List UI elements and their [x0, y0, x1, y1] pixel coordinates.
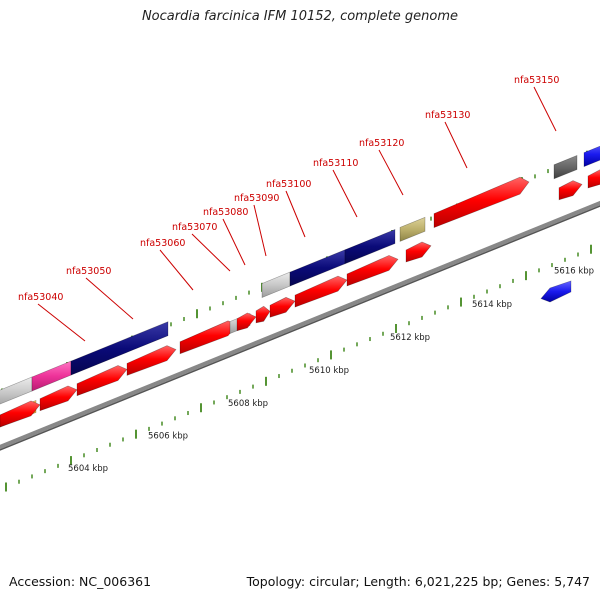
gene-arrow-red	[405, 241, 432, 263]
gene-features	[0, 145, 600, 428]
scale-label: 5610 kbp	[309, 366, 349, 376]
callout-line	[85, 277, 134, 320]
gene-label: nfa53080	[203, 207, 248, 218]
gene-arrow-red	[236, 312, 257, 332]
scale-label: 5616 kbp	[554, 266, 594, 276]
scale-label: 5608 kbp	[228, 399, 268, 409]
callout-line	[332, 169, 358, 218]
gene-label: nfa53070	[172, 222, 217, 233]
gene-arrow-red	[255, 305, 271, 324]
gene-label: nfa53120	[359, 138, 404, 149]
gene-arrow-navy	[344, 229, 396, 265]
gene-label: nfa53150	[514, 75, 559, 86]
gene-label: nfa53100	[266, 179, 311, 190]
genome-backbone-shadow	[0, 205, 600, 451]
callout-line	[222, 218, 246, 266]
callout-line	[191, 233, 231, 272]
gene-arrow-red	[179, 320, 238, 355]
gene-arrow-red	[269, 296, 296, 318]
gene-label: nfa53050	[66, 266, 111, 277]
gene-label: nfa53060	[140, 238, 185, 249]
gene-arrow-red	[346, 255, 399, 287]
gene-arrow-blue	[540, 280, 572, 303]
gene-callouts: nfa53040 nfa53050 nfa53060 nfa53070 nfa53080…	[18, 75, 559, 342]
scale-label: 5606 kbp	[148, 431, 188, 441]
scale-label: 5614 kbp	[472, 300, 512, 310]
scale-label: 5612 kbp	[390, 333, 430, 343]
scale-label: 5604 kbp	[68, 464, 108, 474]
gene-arrow-olive	[399, 216, 426, 242]
gene-arrow-red	[126, 345, 177, 376]
callout-line	[159, 249, 194, 291]
genome-backbone	[0, 200, 600, 450]
gene-label: nfa53090	[234, 193, 279, 204]
gene-arrow-blue	[583, 145, 600, 168]
gene-arrow-red	[587, 169, 600, 189]
gene-label: nfa53040	[18, 292, 63, 303]
callout-line	[533, 86, 557, 132]
gene-label: nfa53110	[313, 158, 358, 169]
gene-arrow-red	[39, 385, 78, 412]
map-title: Nocardia farcinica IFM 10152, complete g…	[141, 9, 459, 24]
gene-arrow-red	[0, 400, 41, 428]
callout-line	[444, 121, 468, 169]
gene-arrow-navy	[70, 321, 169, 376]
callout-line	[378, 149, 404, 196]
callout-line	[253, 204, 267, 257]
gene-arrow-magenta	[31, 360, 72, 392]
gene-arrow-red	[558, 180, 583, 201]
scale-labels: 5604 kbp 5606 kbp 5608 kbp 5610 kbp 5612 kbp…	[68, 266, 594, 474]
tick-marks	[1, 147, 600, 492]
gene-arrow-red	[294, 275, 348, 308]
gene-label: nfa53130	[425, 110, 470, 121]
genome-summary-text: Topology: circular; Length: 6,021,225 bp…	[246, 574, 590, 589]
gene-arrow-red	[433, 176, 530, 229]
callout-line	[37, 303, 86, 342]
gene-arrow-red	[76, 365, 128, 397]
callout-line	[285, 190, 306, 238]
gene-arrow-silver	[261, 271, 291, 298]
gene-arrow-charcoal	[553, 155, 578, 180]
accession-text: Accession: NC_006361	[9, 574, 152, 589]
